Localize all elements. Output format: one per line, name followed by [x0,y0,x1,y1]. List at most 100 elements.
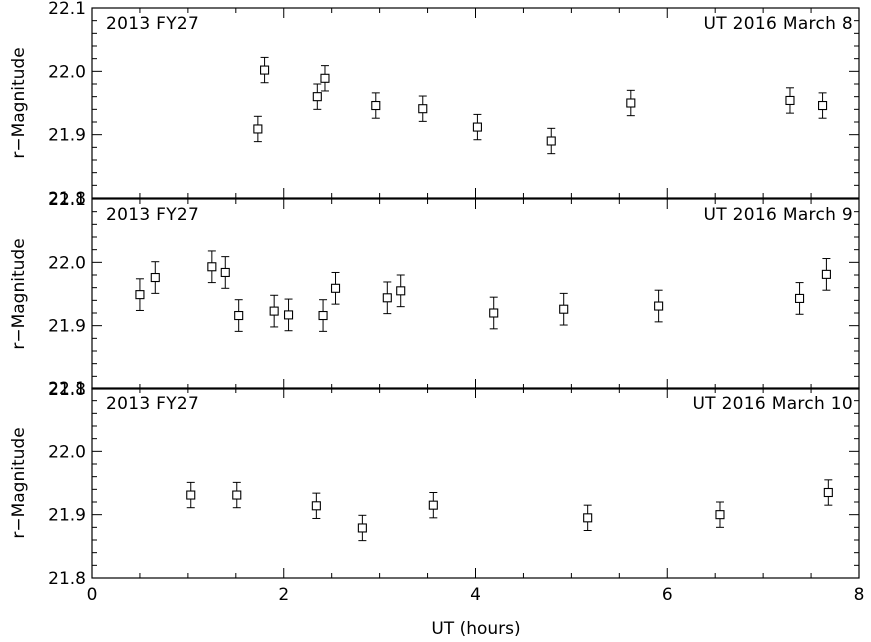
y-tick-label: 21.9 [48,126,86,146]
data-point [559,292,569,326]
square-marker [371,100,381,111]
y-tick-label: 22.1 [48,190,86,210]
data-point [785,87,795,114]
data-point [489,296,499,330]
data-point [220,256,230,289]
data-point [472,113,482,141]
date-label: UT 2016 March 9 [704,205,853,225]
square-marker [207,262,217,272]
date-label: UT 2016 March 8 [704,14,853,34]
data-point [232,481,242,509]
data-point [428,492,438,519]
data-point [371,92,381,119]
object-label: 2013 FY27 [106,394,199,414]
y-axis-label: r−Magnitude [9,427,29,538]
data-point [186,481,196,509]
square-marker [330,283,341,293]
data-point [234,299,244,332]
data-point [150,261,160,294]
square-marker [396,286,406,296]
square-marker [135,290,145,300]
square-marker [715,510,725,520]
square-marker [150,272,160,283]
square-marker [312,92,322,102]
y-tick-label: 22.0 [48,253,86,273]
square-marker [559,304,569,314]
data-point [382,281,392,315]
data-point [330,271,341,305]
data-point [821,258,831,291]
panel-frame [91,387,860,579]
x-tick-label: 4 [470,585,481,605]
data-point [311,492,321,519]
x-tick-label: 2 [278,585,289,605]
object-label: 2013 FY27 [106,14,199,34]
object-label: 2013 FY27 [106,205,199,225]
square-marker [269,306,279,316]
data-point [654,289,664,323]
square-marker [818,100,828,111]
square-marker [220,267,230,278]
panel-frame [91,198,860,390]
square-marker [253,124,263,134]
square-marker [382,293,392,303]
square-marker [186,490,196,500]
square-marker [428,500,438,510]
square-marker [357,523,367,533]
square-marker [795,293,805,303]
data-point [583,504,593,531]
square-marker [583,513,593,523]
data-point [626,89,636,117]
square-marker [785,95,795,106]
panel-2: 21.8 21.9 22.0 22.1 r−Magnitude 2013 FY27 UT 2… [9,190,860,400]
y-tick-label: 21.8 [48,380,86,400]
data-point [823,479,833,506]
square-marker [821,269,831,279]
data-point [312,83,322,110]
x-tick-label: 6 [662,585,673,605]
x-axis-label: UT (hours) [431,619,520,639]
y-tick-label: 22.1 [48,0,86,19]
y-tick-label: 22.0 [48,442,86,462]
data-point [318,299,328,332]
data-point [269,294,279,328]
data-point [818,92,828,119]
square-marker [234,310,244,321]
data-point [715,501,725,528]
panel-3: 21.8 21.9 22.0 22.1 r−Magnitude 2013 FY27 UT 2… [9,379,860,589]
y-tick-label: 21.9 [48,317,86,337]
square-marker [418,104,428,114]
square-marker [232,490,242,500]
y-tick-label: 22.1 [48,379,86,399]
square-marker [260,65,270,75]
panel-1: 21.8 21.9 22.0 22.1 r−Magnitude 2013 FY27 UT 2… [9,0,860,209]
data-point [418,95,428,122]
data-point [260,56,270,84]
chart-panels: 21.8 21.9 22.0 22.1 r−Magnitude 2013 FY27 UT 2… [9,0,864,605]
y-axis-label: r−Magnitude [9,47,29,158]
data-point [320,65,330,92]
y-tick-label: 21.8 [48,569,86,589]
date-label: UT 2016 March 10 [692,394,853,414]
data-point [396,274,406,308]
data-point [135,278,145,311]
square-marker [320,73,330,83]
y-tick-label: 21.8 [48,189,86,209]
data-point [795,282,805,315]
square-marker [472,122,482,132]
x-tick-label: 8 [854,585,865,605]
data-point [283,298,294,332]
x-tick-label: 0 [87,585,98,605]
data-point [357,514,367,542]
square-marker [654,301,664,311]
y-axis-label: r−Magnitude [9,238,29,349]
square-marker [489,308,499,318]
square-marker [546,136,556,146]
data-point [253,115,263,143]
data-point [546,127,556,155]
square-marker [626,98,636,108]
y-tick-label: 21.9 [48,506,86,526]
square-marker [311,501,321,511]
panel-frame [91,7,860,199]
